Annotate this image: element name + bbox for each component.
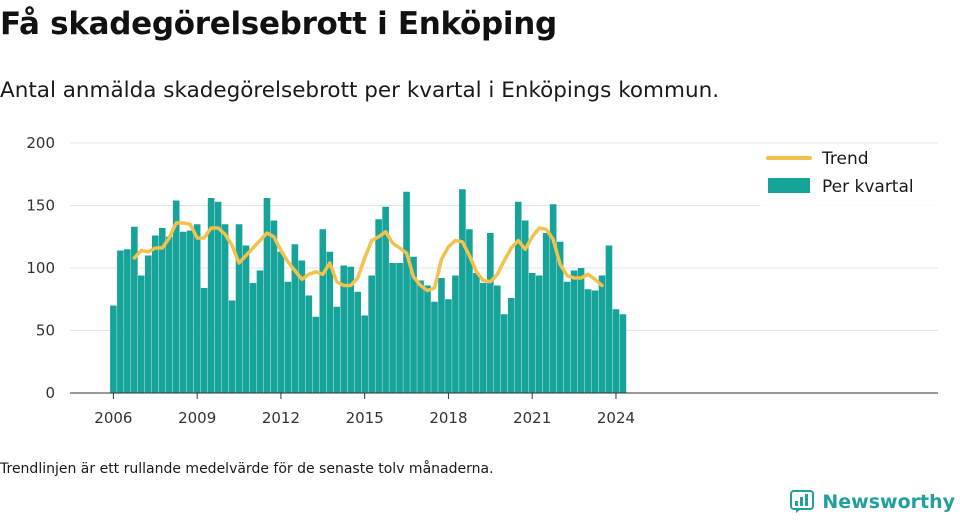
bar	[138, 275, 145, 393]
bar	[214, 201, 222, 393]
bar	[354, 291, 361, 393]
bar	[619, 314, 627, 393]
bar	[151, 235, 159, 393]
bar	[347, 266, 355, 393]
bar	[577, 268, 585, 393]
bar	[584, 289, 592, 393]
bar	[110, 305, 117, 393]
bar	[249, 283, 257, 393]
x-tick-label: 2021	[513, 409, 551, 427]
bar	[312, 316, 320, 393]
bar	[605, 245, 613, 393]
bar	[410, 256, 417, 393]
brand-name: Newsworthy	[822, 491, 955, 513]
bar	[452, 275, 459, 393]
x-tick-label: 2018	[429, 409, 467, 427]
trend-line	[132, 221, 604, 293]
bar	[298, 260, 306, 393]
bar	[570, 270, 578, 393]
bar	[333, 306, 341, 393]
y-tick-label: 150	[26, 197, 55, 215]
bar	[494, 285, 501, 393]
bar	[270, 220, 278, 393]
bar	[563, 281, 571, 393]
bar	[235, 224, 243, 393]
bar	[549, 204, 557, 393]
bar	[500, 314, 508, 393]
bar	[487, 233, 494, 393]
bar	[340, 265, 348, 393]
y-tick-label: 0	[45, 384, 55, 402]
bar	[319, 229, 327, 393]
bar	[382, 206, 389, 393]
bar	[221, 224, 229, 393]
bar	[186, 230, 194, 393]
bar	[535, 275, 543, 393]
bar	[242, 245, 250, 393]
bar	[368, 275, 375, 393]
bar	[521, 220, 529, 393]
bar	[291, 244, 299, 393]
bar	[284, 281, 292, 393]
bar	[598, 275, 606, 393]
bar	[207, 198, 215, 393]
bar	[473, 273, 480, 393]
bar	[591, 290, 599, 393]
bar	[403, 191, 410, 393]
legend-trend-label: Trend	[821, 149, 869, 169]
bar	[417, 280, 424, 393]
bar	[124, 249, 131, 393]
newsworthy-brand[interactable]: Newsworthy	[790, 490, 955, 514]
bar-chart: 0 50 100 150 200 2006 2009 2012 2015 2018 2021 2024…	[26, 134, 938, 427]
bar	[431, 301, 438, 393]
bar	[480, 283, 487, 393]
bar	[200, 288, 208, 393]
chart-subtitle: Antal anmälda skadegörelsebrott per kvar…	[0, 78, 720, 103]
bar	[396, 263, 403, 393]
x-tick-label: 2009	[178, 409, 216, 427]
bar	[556, 241, 564, 393]
y-tick-label: 50	[36, 322, 55, 340]
bar	[165, 236, 173, 393]
bar	[542, 233, 550, 393]
bar	[375, 219, 382, 393]
bar	[514, 201, 522, 393]
bar	[179, 231, 187, 393]
trend-footnote: Trendlinjen är ett rullande medelvärde f…	[0, 461, 494, 477]
bar	[438, 278, 445, 393]
bar	[228, 300, 236, 393]
bar	[361, 315, 368, 393]
legend-bar-label: Per kvartal	[822, 177, 914, 197]
x-tick-label: 2015	[346, 409, 384, 427]
bar	[193, 224, 201, 393]
y-tick-label: 200	[26, 134, 55, 152]
bar	[466, 229, 473, 393]
bar	[389, 263, 396, 393]
bar-chart-logo-icon	[790, 490, 815, 513]
bar	[263, 198, 271, 393]
bar	[277, 251, 285, 393]
chart-title: Få skadegörelsebrott i Enköping	[0, 6, 557, 42]
x-tick-label: 2012	[262, 409, 300, 427]
bar	[305, 295, 313, 393]
legend-box	[760, 144, 938, 206]
bar	[326, 251, 334, 393]
bar	[445, 299, 452, 393]
bar	[507, 298, 515, 393]
x-tick-label: 2024	[597, 409, 635, 427]
x-tick-label: 2006	[94, 409, 132, 427]
y-tick-label: 100	[26, 259, 55, 277]
bar	[145, 255, 152, 393]
bar	[459, 189, 466, 393]
bar	[131, 226, 138, 393]
bar	[117, 250, 124, 393]
bar	[528, 273, 536, 393]
bar	[612, 309, 620, 393]
bar	[158, 228, 166, 393]
bar	[172, 200, 180, 393]
bar	[256, 270, 264, 393]
bar	[424, 285, 431, 393]
legend-bar-swatch	[768, 178, 810, 193]
